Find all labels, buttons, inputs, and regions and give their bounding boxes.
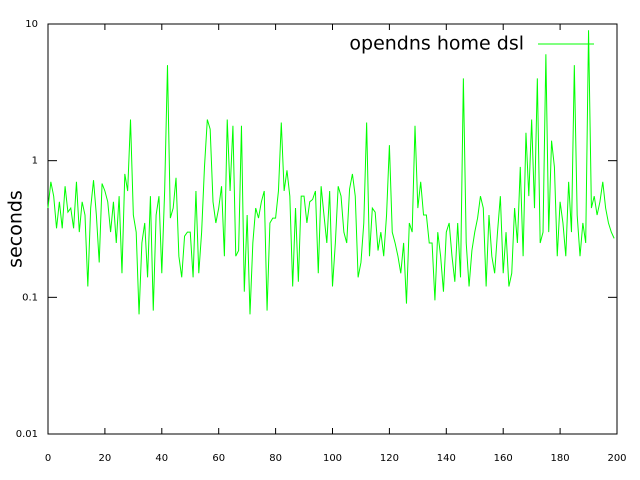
x-tick-label: 140 [437, 453, 456, 464]
x-tick-label: 40 [155, 453, 168, 464]
x-tick-label: 180 [551, 453, 570, 464]
x-tick-label: 0 [45, 453, 51, 464]
plot-border [47, 23, 618, 435]
x-tick-label: 120 [380, 453, 399, 464]
y-tick-label: 0.01 [16, 429, 38, 440]
x-tick-label: 20 [99, 453, 112, 464]
x-tick-label: 160 [494, 453, 513, 464]
y-tick-label: 0.1 [22, 292, 38, 303]
x-tick-label: 80 [269, 453, 282, 464]
y-axis-label: seconds [5, 190, 27, 268]
y-tick-label: 10 [25, 19, 38, 30]
data-line [47, 30, 615, 315]
legend-label: opendns home dsl [349, 33, 524, 55]
x-tick-label: 100 [323, 453, 342, 464]
x-tick-label: 200 [607, 453, 626, 464]
y-tick-label: 1 [32, 156, 38, 167]
x-tick-label: 60 [212, 453, 225, 464]
